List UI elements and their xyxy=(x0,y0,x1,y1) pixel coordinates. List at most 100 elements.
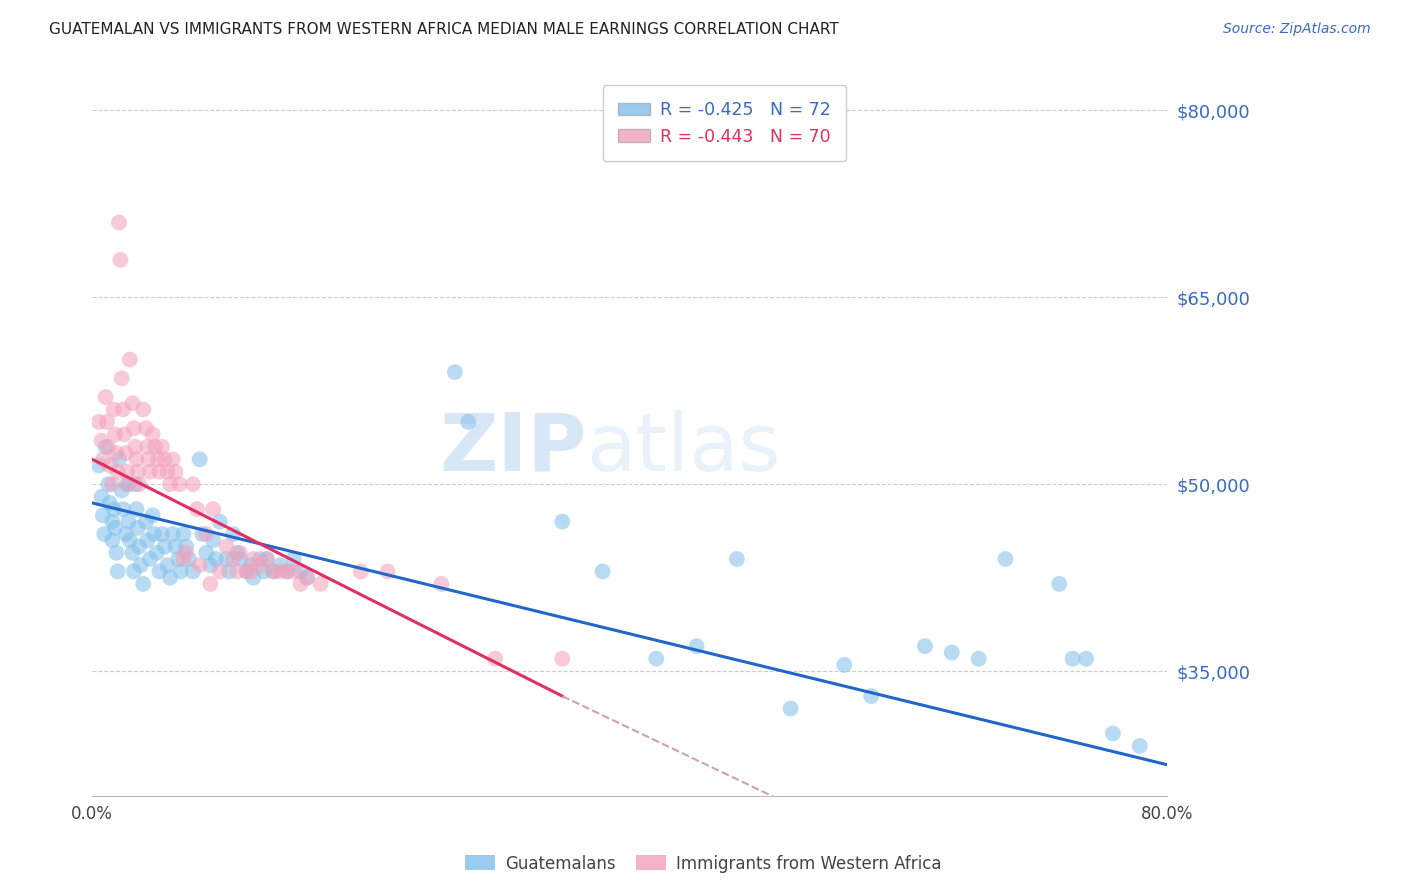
Point xyxy=(174,540,197,554)
Point xyxy=(118,352,141,367)
Point xyxy=(90,434,112,448)
Point xyxy=(118,533,141,548)
Point xyxy=(188,558,211,573)
Point xyxy=(97,440,120,454)
Point xyxy=(139,465,162,479)
Point xyxy=(290,565,312,579)
Point xyxy=(484,651,506,665)
Point xyxy=(127,521,149,535)
Point xyxy=(125,452,148,467)
Point xyxy=(249,552,271,566)
Point xyxy=(350,565,373,579)
Point xyxy=(229,552,252,566)
Point xyxy=(169,477,191,491)
Point xyxy=(103,502,125,516)
Point xyxy=(188,452,211,467)
Point xyxy=(162,527,184,541)
Point xyxy=(136,533,159,548)
Point xyxy=(645,651,668,665)
Point xyxy=(177,552,200,566)
Point xyxy=(1129,739,1152,753)
Text: Source: ZipAtlas.com: Source: ZipAtlas.com xyxy=(1223,22,1371,37)
Point xyxy=(142,508,165,523)
Point xyxy=(153,540,176,554)
Point xyxy=(128,477,150,491)
Point xyxy=(226,565,249,579)
Point xyxy=(115,477,138,491)
Point xyxy=(101,515,124,529)
Point xyxy=(105,446,128,460)
Point xyxy=(122,421,145,435)
Point xyxy=(112,402,135,417)
Point xyxy=(195,527,218,541)
Point xyxy=(128,540,150,554)
Point xyxy=(156,558,179,573)
Point xyxy=(941,645,963,659)
Point xyxy=(162,452,184,467)
Point xyxy=(150,440,173,454)
Point xyxy=(242,571,264,585)
Point xyxy=(159,571,181,585)
Point xyxy=(239,558,262,573)
Point xyxy=(138,452,160,467)
Point xyxy=(592,565,614,579)
Point xyxy=(181,565,204,579)
Point xyxy=(222,527,245,541)
Point xyxy=(834,657,856,672)
Point xyxy=(283,565,305,579)
Point xyxy=(97,477,120,491)
Point xyxy=(1074,651,1097,665)
Point xyxy=(91,452,114,467)
Point xyxy=(290,577,312,591)
Point xyxy=(142,427,165,442)
Point xyxy=(101,477,124,491)
Point xyxy=(104,427,127,442)
Point xyxy=(551,651,574,665)
Point xyxy=(173,552,195,566)
Point xyxy=(269,558,291,573)
Point xyxy=(98,496,121,510)
Point xyxy=(150,527,173,541)
Point xyxy=(186,502,208,516)
Point xyxy=(1102,726,1125,740)
Point xyxy=(117,477,139,491)
Point xyxy=(256,552,278,566)
Point xyxy=(1047,577,1070,591)
Point xyxy=(215,540,238,554)
Point xyxy=(110,252,132,267)
Point xyxy=(222,552,245,566)
Point xyxy=(124,477,146,491)
Point xyxy=(114,527,136,541)
Point xyxy=(156,465,179,479)
Point xyxy=(174,546,197,560)
Text: GUATEMALAN VS IMMIGRANTS FROM WESTERN AFRICA MEDIAN MALE EARNINGS CORRELATION CH: GUATEMALAN VS IMMIGRANTS FROM WESTERN AF… xyxy=(49,22,839,37)
Legend: Guatemalans, Immigrants from Western Africa: Guatemalans, Immigrants from Western Afr… xyxy=(458,848,948,880)
Point xyxy=(136,440,159,454)
Text: atlas: atlas xyxy=(586,409,780,488)
Point xyxy=(132,577,155,591)
Point xyxy=(107,565,129,579)
Point xyxy=(860,689,883,703)
Point xyxy=(101,533,124,548)
Point xyxy=(309,577,332,591)
Point xyxy=(103,402,125,417)
Point xyxy=(139,552,162,566)
Point xyxy=(165,540,187,554)
Point xyxy=(443,365,465,379)
Point xyxy=(239,565,262,579)
Point xyxy=(146,452,169,467)
Point xyxy=(87,415,110,429)
Point xyxy=(112,502,135,516)
Point xyxy=(173,527,195,541)
Point xyxy=(145,546,167,560)
Point xyxy=(90,490,112,504)
Point xyxy=(276,565,298,579)
Point xyxy=(159,477,181,491)
Point xyxy=(121,396,143,410)
Point xyxy=(132,402,155,417)
Point xyxy=(153,452,176,467)
Point xyxy=(208,565,231,579)
Point xyxy=(135,421,157,435)
Point xyxy=(269,565,291,579)
Point xyxy=(108,215,131,229)
